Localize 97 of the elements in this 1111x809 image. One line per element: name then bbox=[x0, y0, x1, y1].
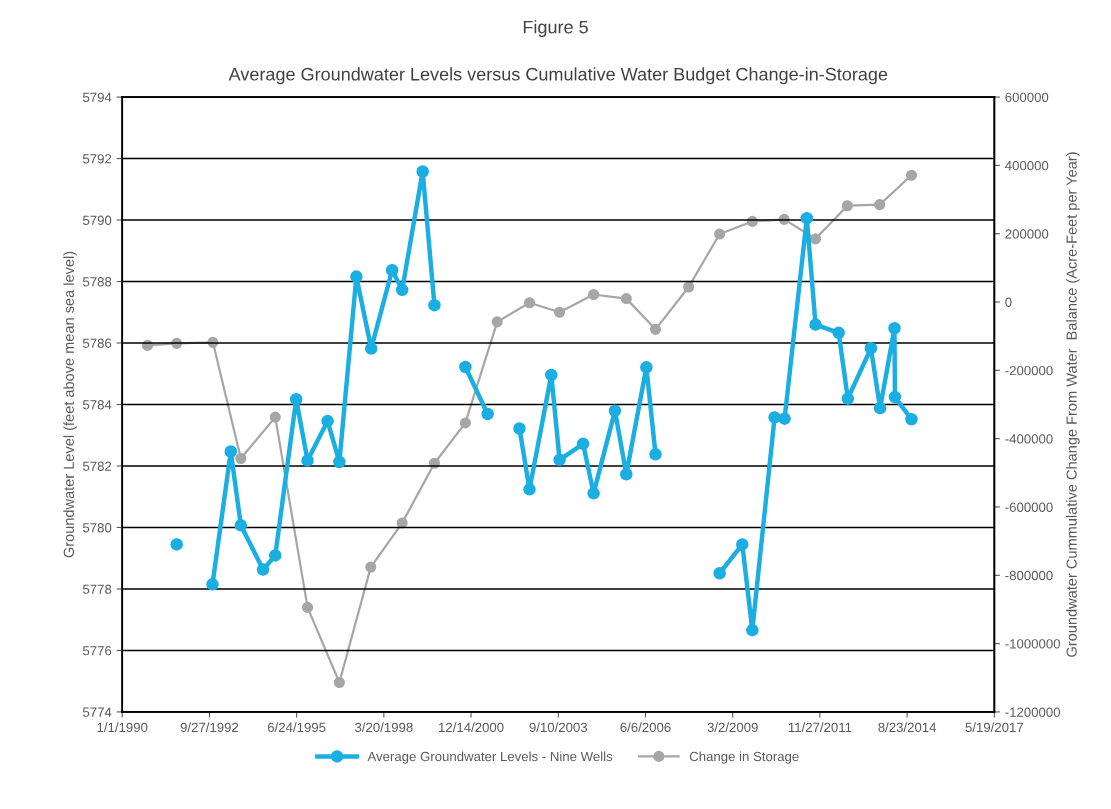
y2-tick-label: -400000 bbox=[1005, 434, 1053, 444]
point bbox=[620, 293, 632, 305]
point bbox=[350, 270, 363, 283]
x-tick-label: 11/27/2011 bbox=[788, 722, 852, 733]
point bbox=[513, 422, 526, 435]
point bbox=[874, 199, 886, 211]
x-tick-label: 5/19/2017 bbox=[965, 722, 1024, 733]
y-tick-label: 5790 bbox=[82, 215, 112, 225]
point bbox=[587, 487, 600, 500]
y-tick-label: 5786 bbox=[82, 338, 112, 348]
point bbox=[301, 601, 314, 613]
x-tick-label: 1/1/1990 bbox=[97, 722, 148, 733]
point bbox=[364, 342, 378, 355]
point bbox=[416, 165, 429, 178]
point bbox=[459, 417, 471, 429]
point bbox=[289, 393, 303, 406]
point bbox=[736, 538, 749, 551]
point bbox=[523, 483, 536, 496]
y2-tick-label: -1000000 bbox=[1005, 639, 1061, 649]
legend-label: Average Groundwater Levels - Nine Wells bbox=[367, 751, 613, 764]
point bbox=[810, 233, 822, 245]
x-tick-label: 3/20/1998 bbox=[355, 722, 413, 733]
y-tick-label: 5778 bbox=[82, 584, 112, 594]
point bbox=[224, 445, 238, 458]
x-tick-label: 12/14/2000 bbox=[439, 722, 504, 733]
point bbox=[491, 316, 503, 328]
y2-tick-label: -800000 bbox=[1005, 570, 1053, 581]
point bbox=[841, 392, 855, 405]
point bbox=[620, 468, 633, 481]
chart-subtitle: Average Groundwater Levels versus Cumulative Water Budget Change-in-Storage bbox=[228, 67, 888, 85]
point bbox=[481, 407, 494, 421]
y-tick-label: 5782 bbox=[82, 461, 112, 471]
point bbox=[588, 288, 600, 301]
point bbox=[545, 368, 558, 382]
point bbox=[428, 298, 441, 312]
point bbox=[553, 453, 566, 467]
legend-label: Change in Storage bbox=[689, 751, 799, 764]
x-tick-label: 9/10/2003 bbox=[529, 722, 588, 733]
point bbox=[841, 200, 853, 212]
point bbox=[608, 404, 622, 417]
point bbox=[640, 361, 653, 374]
x-tick-label: 9/27/1992 bbox=[180, 722, 239, 733]
y2-tick-label: -600000 bbox=[1005, 502, 1053, 512]
y-tick-label: 5788 bbox=[82, 277, 112, 287]
y-axis-title: Groundwater Level (feet above mean sea level) bbox=[63, 251, 77, 558]
point bbox=[714, 228, 726, 240]
point bbox=[800, 211, 814, 225]
point bbox=[713, 567, 726, 580]
y2-axis-title: Groundwater Cummulative Change From Water Balance (Acre-Feet per Year) bbox=[1066, 152, 1080, 657]
point bbox=[649, 448, 662, 461]
point bbox=[459, 360, 472, 374]
y2-tick-label: 600000 bbox=[1005, 92, 1049, 102]
chart-title: Figure 5 bbox=[523, 20, 588, 38]
point bbox=[269, 549, 282, 562]
point bbox=[395, 283, 409, 297]
y2-tick-label: 0 bbox=[1005, 297, 1012, 307]
point bbox=[256, 563, 270, 576]
y-tick-label: 5792 bbox=[82, 154, 112, 164]
y-tick-label: 5784 bbox=[82, 400, 112, 410]
y-tick-label: 5780 bbox=[82, 523, 112, 533]
y2-tick-label: -1200000 bbox=[1005, 707, 1061, 717]
point bbox=[746, 623, 759, 637]
point bbox=[301, 454, 314, 467]
point bbox=[321, 414, 334, 428]
point bbox=[683, 281, 695, 293]
point bbox=[905, 413, 918, 426]
x-tick-label: 8/23/2014 bbox=[878, 722, 937, 733]
point bbox=[554, 306, 566, 318]
point bbox=[385, 263, 399, 277]
y2-tick-label: 200000 bbox=[1005, 229, 1049, 239]
y-tick-label: 5774 bbox=[82, 707, 112, 717]
point bbox=[864, 341, 878, 355]
y-tick-label: 5794 bbox=[82, 92, 112, 102]
point bbox=[170, 538, 183, 551]
x-tick-label: 6/6/2006 bbox=[620, 722, 671, 733]
point bbox=[333, 455, 346, 469]
x-tick-label: 3/2/2009 bbox=[707, 722, 758, 733]
point bbox=[832, 326, 845, 340]
y2-tick-label: 400000 bbox=[1005, 160, 1049, 171]
point bbox=[333, 676, 345, 689]
point bbox=[234, 519, 248, 532]
y2-tick-label: -200000 bbox=[1005, 365, 1053, 376]
point bbox=[206, 578, 219, 591]
point bbox=[778, 412, 791, 425]
point bbox=[905, 169, 918, 181]
point bbox=[269, 411, 281, 423]
point bbox=[576, 437, 590, 451]
point bbox=[888, 322, 901, 335]
y-tick-label: 5776 bbox=[82, 646, 112, 656]
point bbox=[873, 401, 887, 415]
point bbox=[365, 561, 377, 573]
point bbox=[523, 297, 536, 309]
point bbox=[235, 452, 247, 465]
point bbox=[888, 390, 902, 404]
point bbox=[649, 323, 662, 335]
x-tick-label: 6/24/1995 bbox=[267, 722, 326, 733]
point bbox=[809, 318, 822, 331]
